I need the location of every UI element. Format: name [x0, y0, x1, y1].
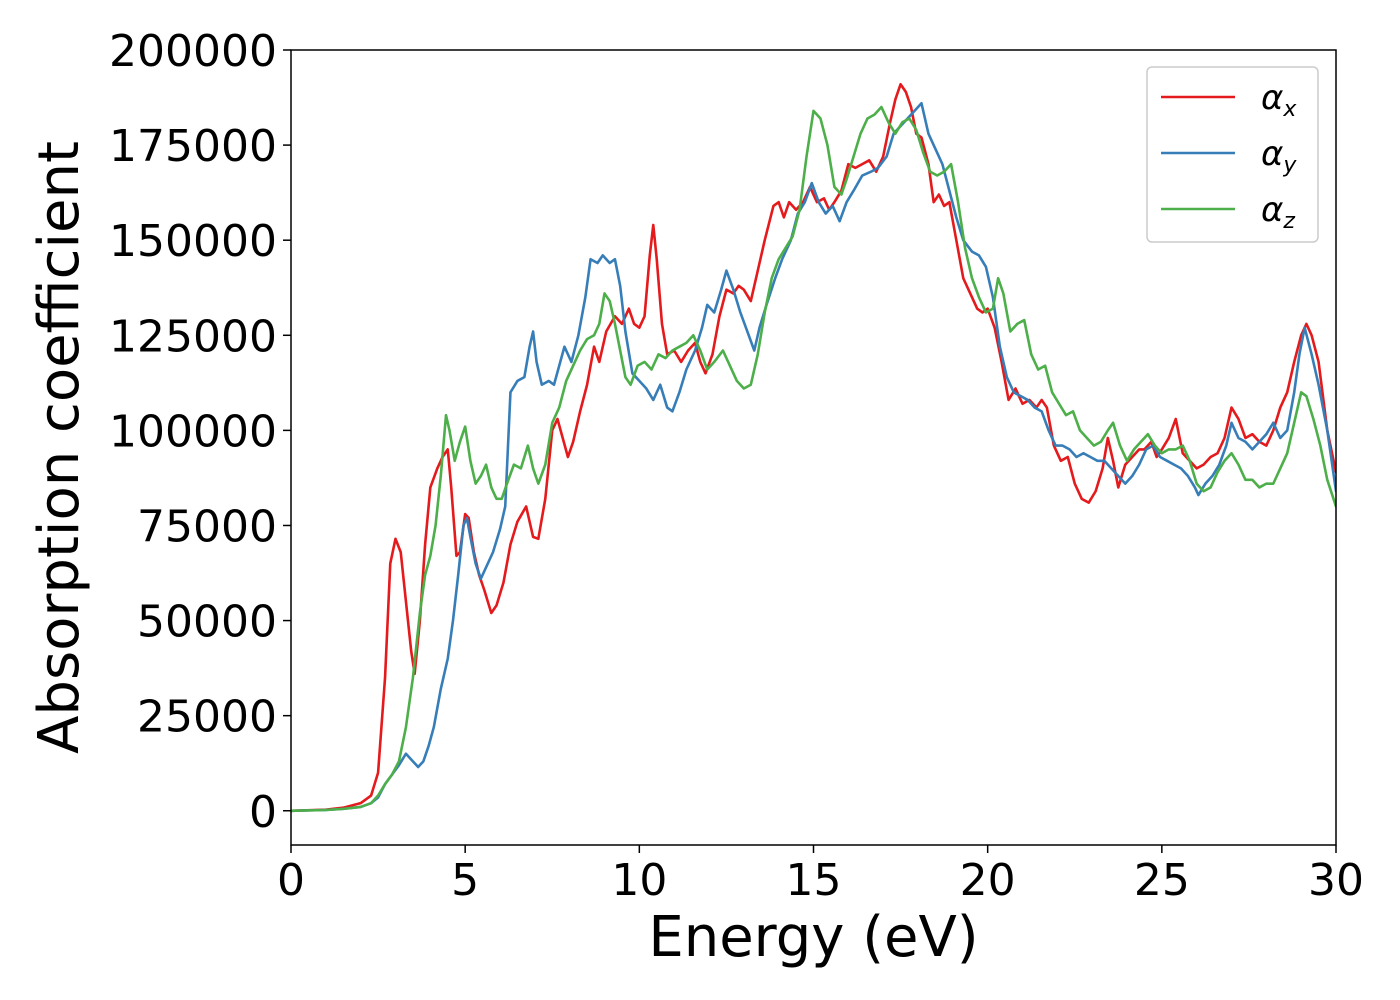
x-tick-label: 5: [451, 855, 479, 906]
legend-box: [1146, 66, 1319, 243]
x-tick-label: 15: [786, 855, 842, 906]
y-tick-label: 75000: [137, 501, 277, 552]
y-tick-label: 125000: [109, 311, 277, 362]
legend-label: αy: [1261, 134, 1297, 178]
x-tick-label: 20: [960, 855, 1016, 906]
y-tick-label: 150000: [109, 216, 277, 267]
series-layer: [291, 82, 1336, 813]
y-tick-label: 100000: [109, 406, 277, 457]
x-tick-label: 0: [277, 855, 305, 906]
legend-item-alpha-z: αz: [1161, 190, 1295, 234]
x-tick-label: 30: [1308, 855, 1364, 906]
legend-item-alpha-x: αx: [1161, 78, 1297, 122]
y-axis-title: Absorption coefficient: [27, 141, 92, 754]
y-tick-label: 175000: [109, 121, 277, 172]
legend-label: αx: [1261, 78, 1297, 122]
y-tick-label: 50000: [137, 597, 277, 648]
series-line-alpha-z: [291, 105, 1336, 813]
y-tick-label: 25000: [137, 692, 277, 743]
y-tick-label: 0: [249, 787, 277, 838]
series-line-alpha-y: [291, 101, 1336, 813]
y-tick-label: 200000: [109, 26, 277, 77]
legend-item-alpha-y: αy: [1161, 134, 1297, 178]
x-axis-title: Energy (eV): [648, 905, 978, 970]
x-tick-label: 10: [611, 855, 667, 906]
legend: αx αy αz: [1146, 66, 1319, 243]
y-axis-ticks: 0 25000 50000 75000 100000 125000 150000 175000…: [109, 26, 291, 838]
x-axis-ticks: 0 5 10 15 20 25 30: [277, 845, 1364, 906]
x-tick-label: 25: [1134, 855, 1190, 906]
legend-label: αz: [1261, 190, 1295, 234]
